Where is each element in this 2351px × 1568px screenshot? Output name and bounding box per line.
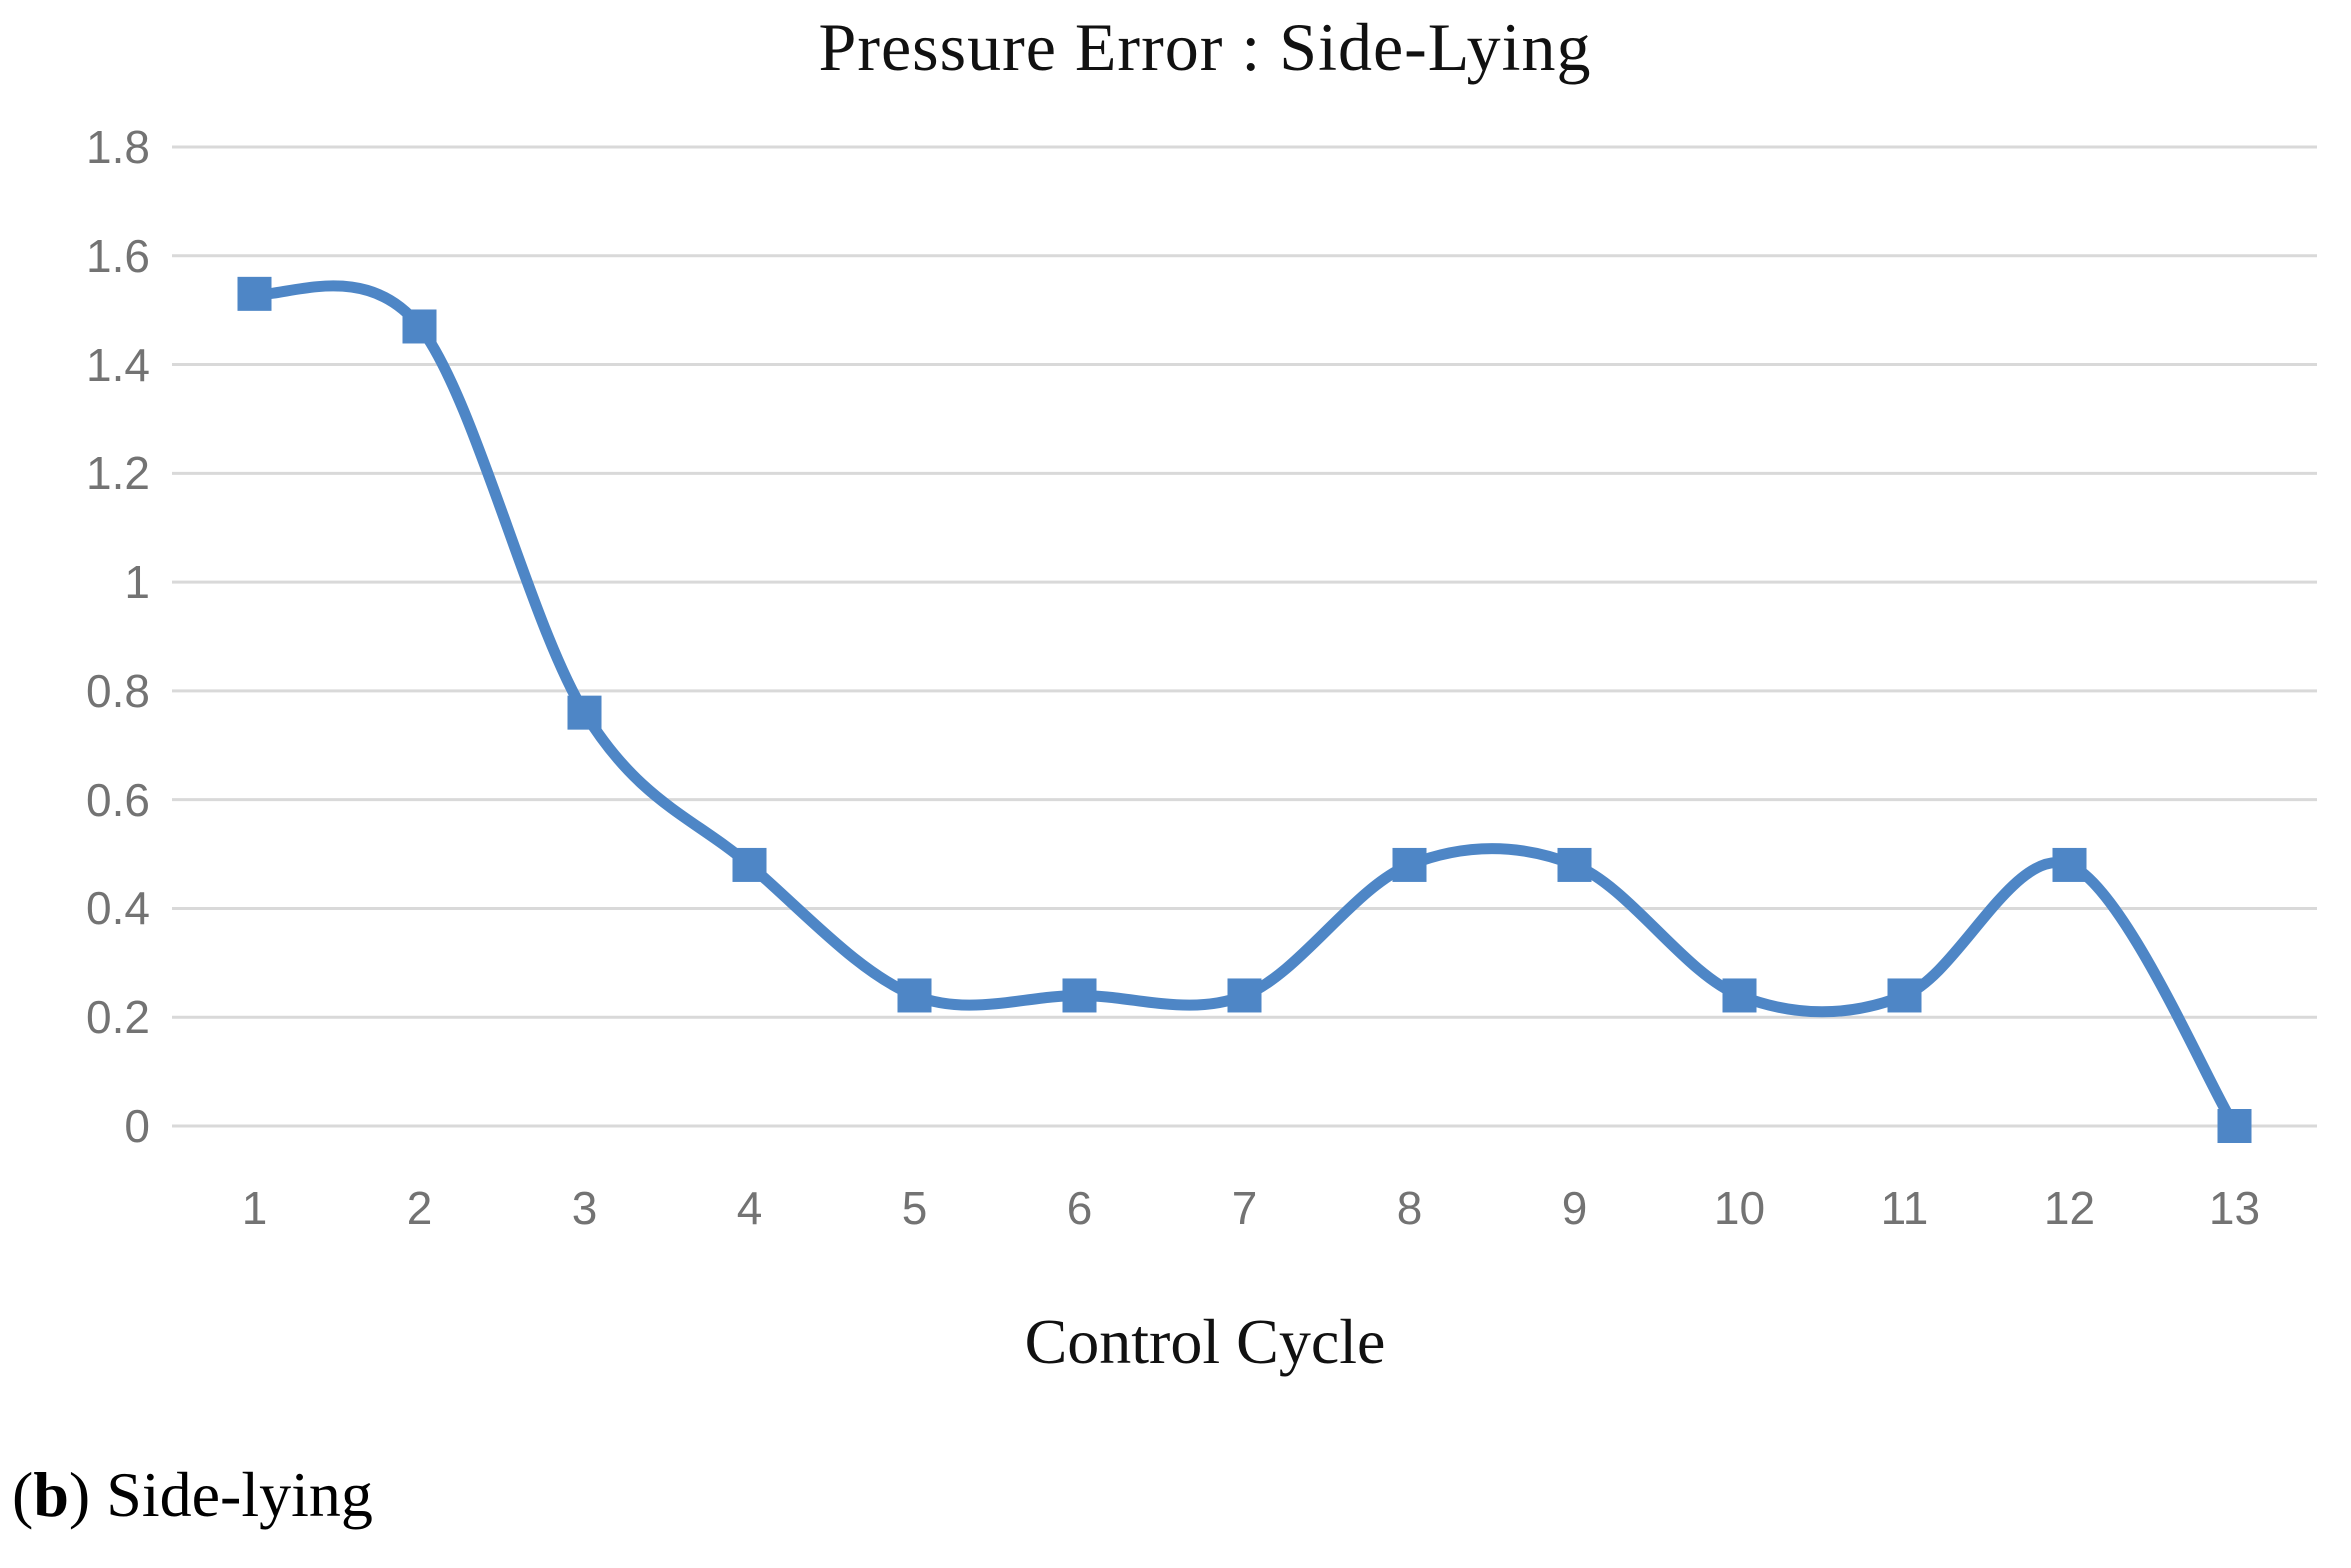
data-point-marker xyxy=(732,847,767,882)
data-point-marker xyxy=(237,276,272,311)
y-tick-label: 1.8 xyxy=(86,121,150,173)
data-point-marker xyxy=(2217,1109,2252,1143)
y-tick-label: 1 xyxy=(124,556,150,609)
data-point-marker xyxy=(2052,847,2087,882)
x-axis-title: Control Cycle xyxy=(1024,1306,1386,1377)
y-tick-label: 1.4 xyxy=(86,338,150,391)
y-tick-label: 0.6 xyxy=(86,773,150,826)
x-tick-label: 1 xyxy=(241,1182,268,1234)
data-point-marker xyxy=(402,309,437,344)
x-tick-label: 11 xyxy=(1880,1182,1929,1234)
figure-caption: (b) Side-lying xyxy=(12,1458,373,1532)
x-tick-label: 5 xyxy=(901,1182,928,1234)
x-tick-label: 10 xyxy=(1713,1182,1766,1234)
data-point-marker xyxy=(1887,978,1922,1013)
x-tick-label: 9 xyxy=(1561,1182,1588,1234)
caption-text: Side-lying xyxy=(90,1459,373,1530)
data-point-marker xyxy=(1722,978,1757,1013)
data-point-marker xyxy=(1557,847,1592,882)
y-tick-label: 0.4 xyxy=(86,882,150,935)
x-tick-label: 8 xyxy=(1396,1182,1423,1234)
caption-letter: b xyxy=(33,1459,69,1530)
data-point-marker xyxy=(1062,978,1097,1013)
x-tick-label: 2 xyxy=(406,1182,433,1234)
data-point-marker xyxy=(897,978,932,1013)
chart-title: Pressure Error : Side-Lying xyxy=(818,9,1592,85)
y-tick-label: 0.8 xyxy=(86,664,150,717)
caption-paren-close: ) xyxy=(68,1459,91,1530)
data-point-marker xyxy=(1392,847,1427,882)
data-point-marker xyxy=(1227,978,1262,1013)
x-tick-label: 13 xyxy=(2208,1182,2261,1234)
x-tick-label: 7 xyxy=(1231,1182,1258,1234)
y-tick-label: 0 xyxy=(124,1100,150,1152)
y-tick-label: 1.6 xyxy=(86,229,150,282)
y-tick-label: 1.2 xyxy=(86,447,150,500)
data-point-marker xyxy=(567,695,602,730)
caption-paren-open: ( xyxy=(12,1459,34,1530)
x-tick-label: 3 xyxy=(571,1182,598,1234)
x-tick-label: 4 xyxy=(736,1182,763,1234)
x-tick-label: 12 xyxy=(2043,1182,2096,1234)
y-tick-label: 0.2 xyxy=(86,991,150,1044)
x-tick-label: 6 xyxy=(1066,1182,1093,1234)
